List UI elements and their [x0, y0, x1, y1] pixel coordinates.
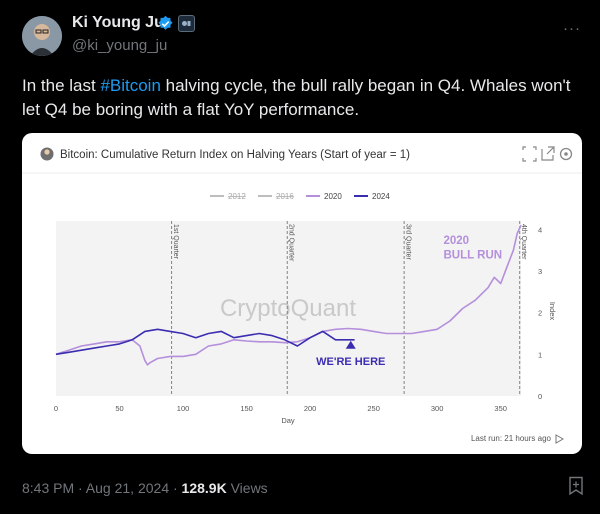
- annotation-2: BULL RUN: [444, 250, 503, 262]
- y-tick-2: 2: [538, 309, 542, 318]
- tweet-text: In the last #Bitcoin halving cycle, the …: [22, 74, 592, 122]
- tweet-text-start: In the last: [22, 76, 101, 95]
- chart-annotations: 2020 BULL RUN WE'RE HERE: [316, 235, 502, 368]
- more-dots-icon[interactable]: ···: [563, 20, 581, 37]
- x-tick-0: 0: [54, 404, 58, 413]
- y-tick-1: 1: [538, 350, 542, 359]
- chart-title: Bitcoin: Cumulative Return Index on Halv…: [60, 149, 410, 161]
- chart-card[interactable]: Bitcoin: Cumulative Return Index on Halv…: [22, 133, 582, 454]
- x-tick-150: 150: [240, 404, 253, 413]
- author-avatar[interactable]: [22, 16, 62, 56]
- chart-series: [55, 224, 522, 366]
- tweet-text-end: halving cycle, the bull rally began in Q…: [22, 76, 571, 119]
- plot-area: [56, 221, 521, 396]
- quarter-label-2: 2nd Quarter: [288, 224, 295, 262]
- legend-label-2012[interactable]: 2012: [228, 192, 246, 201]
- quarter-lines: 1st Quarter 2nd Quarter 3rd Quarter 4th Qua…: [171, 221, 527, 396]
- watermark-text: CryptoQuant: [220, 295, 356, 322]
- last-run-text: Last run: 21 hours ago: [471, 434, 552, 443]
- quarter-label-3: 3rd Quarter: [405, 224, 412, 260]
- tweet-meta: 8:43 PM · Aug 21, 2024 · 128.9K Views: [22, 480, 268, 496]
- run-icon[interactable]: [555, 434, 565, 444]
- x-tick-200: 200: [304, 404, 317, 413]
- settings-icon[interactable]: [559, 147, 573, 161]
- y-axis: 0 1 2 3 4: [538, 225, 542, 401]
- share-icon[interactable]: [541, 146, 555, 161]
- author-handle[interactable]: @ki_young_ju: [72, 37, 168, 54]
- here-arrow-icon: [345, 340, 356, 349]
- y-tick-0: 0: [538, 392, 542, 401]
- y-tick-4: 4: [538, 225, 542, 234]
- annotation-1: 2020: [444, 235, 470, 247]
- quarter-label-4: 4th Quarter: [520, 224, 527, 260]
- affiliate-badge-icon[interactable]: [178, 15, 195, 32]
- x-axis: 0 50 100 150 200 250 300 350: [54, 404, 507, 413]
- chart-avatar-icon: [40, 147, 54, 161]
- bitcoin-hashtag[interactable]: #Bitcoin: [100, 76, 161, 95]
- x-tick-300: 300: [431, 404, 444, 413]
- legend-label-2016[interactable]: 2016: [276, 192, 294, 201]
- x-axis-label: Day: [281, 416, 295, 425]
- views-label: Views: [226, 480, 268, 496]
- chart-legend: 2012 2016 2020 2024: [210, 192, 390, 201]
- legend-label-2024[interactable]: 2024: [372, 192, 390, 201]
- expand-icon[interactable]: [522, 146, 537, 162]
- chart-svg: Bitcoin: Cumulative Return Index on Halv…: [22, 146, 582, 444]
- y-axis-label: Index: [548, 302, 557, 321]
- author-name[interactable]: Ki Young Ju: [72, 14, 164, 31]
- series-line-2024: [55, 328, 355, 356]
- legend-label-2020[interactable]: 2020: [324, 192, 342, 201]
- views-count: 128.9K: [181, 480, 227, 496]
- tweet-time[interactable]: 8:43 PM · Aug 21, 2024 ·: [22, 480, 182, 496]
- x-tick-50: 50: [115, 404, 123, 413]
- x-tick-250: 250: [367, 404, 380, 413]
- x-tick-350: 350: [494, 404, 507, 413]
- bookmark-icon[interactable]: [567, 476, 585, 496]
- x-tick-100: 100: [177, 404, 190, 413]
- annotation-3: WE'RE HERE: [316, 356, 385, 368]
- verified-badge-icon: [158, 15, 173, 30]
- y-tick-3: 3: [538, 267, 542, 276]
- quarter-label-1: 1st Quarter: [172, 224, 179, 260]
